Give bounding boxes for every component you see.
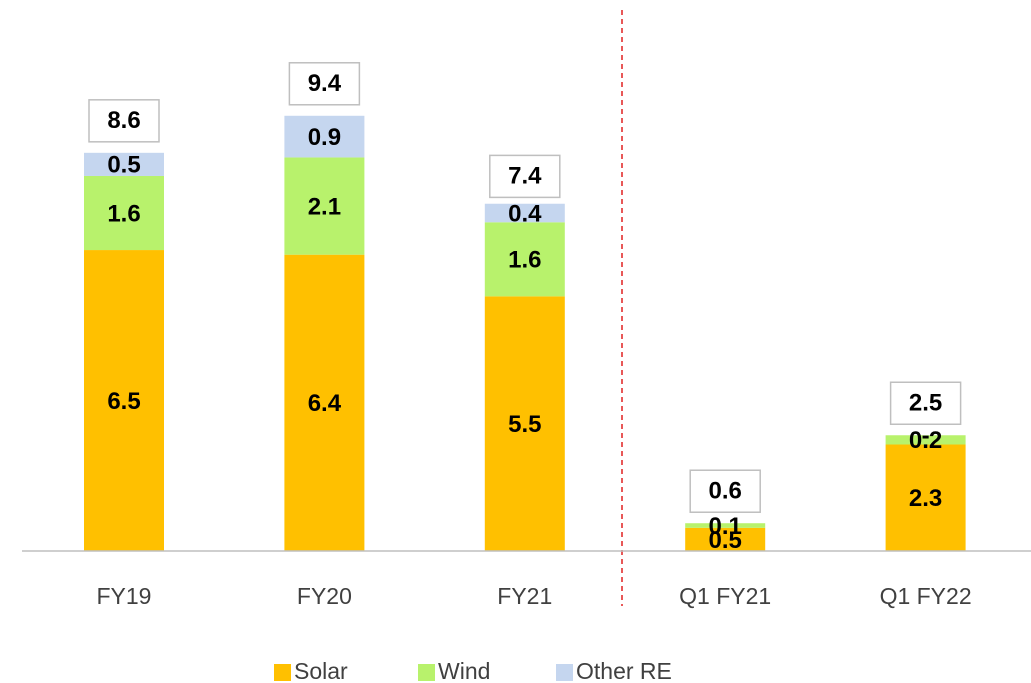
x-tick-label: FY20 — [297, 583, 352, 609]
bar-segment — [484, 222, 565, 297]
total-label: 8.6 — [107, 107, 140, 134]
total-box — [689, 469, 761, 513]
data-label: 0.5 — [709, 527, 742, 554]
bar-segment — [685, 527, 766, 551]
legend-label: Wind — [438, 658, 490, 683]
x-tick-label: Q1 FY21 — [679, 583, 771, 609]
total-box — [889, 381, 962, 425]
data-label: 0.1 — [709, 513, 742, 540]
data-label: 6.5 — [107, 388, 140, 415]
bar-segment — [84, 250, 164, 552]
bar-segment — [484, 203, 565, 223]
data-label: 2.3 — [909, 485, 942, 512]
total-label: 7.4 — [508, 163, 542, 190]
bar-segment — [885, 435, 966, 445]
data-label: 0.4 — [508, 200, 542, 227]
x-tick-label: Q1 FY22 — [880, 583, 972, 609]
bar-segment — [484, 296, 565, 551]
data-label: 1.6 — [107, 200, 140, 227]
data-label: - — [922, 423, 930, 450]
total-box — [288, 62, 361, 106]
total-label: 9.4 — [308, 70, 342, 97]
data-label: 5.5 — [508, 411, 541, 438]
bar-segment — [284, 115, 365, 158]
total-box — [489, 154, 561, 199]
total-label: 0.6 — [709, 478, 742, 505]
bar-segment — [284, 157, 365, 255]
legend-label: Solar — [294, 658, 348, 683]
total-box — [88, 99, 160, 143]
bar-segment — [885, 444, 966, 551]
x-tick-label: FY21 — [497, 583, 552, 609]
data-label: 0.5 — [107, 152, 140, 179]
legend-swatch — [418, 664, 435, 681]
legend-label: Other RE — [576, 658, 672, 683]
data-label: 2.1 — [308, 193, 341, 220]
bar-segment — [84, 175, 164, 251]
data-label: 0.9 — [308, 124, 341, 151]
data-label: 1.6 — [508, 247, 541, 274]
bar-segment — [685, 523, 766, 528]
legend-swatch — [274, 664, 291, 681]
bar-segment — [84, 152, 164, 176]
x-tick-label: FY19 — [97, 583, 152, 609]
bar-segment — [284, 254, 365, 551]
total-label: 2.5 — [909, 390, 942, 417]
legend-swatch — [556, 664, 573, 681]
data-label: 0.2 — [909, 427, 942, 454]
data-label: 6.4 — [308, 390, 342, 417]
